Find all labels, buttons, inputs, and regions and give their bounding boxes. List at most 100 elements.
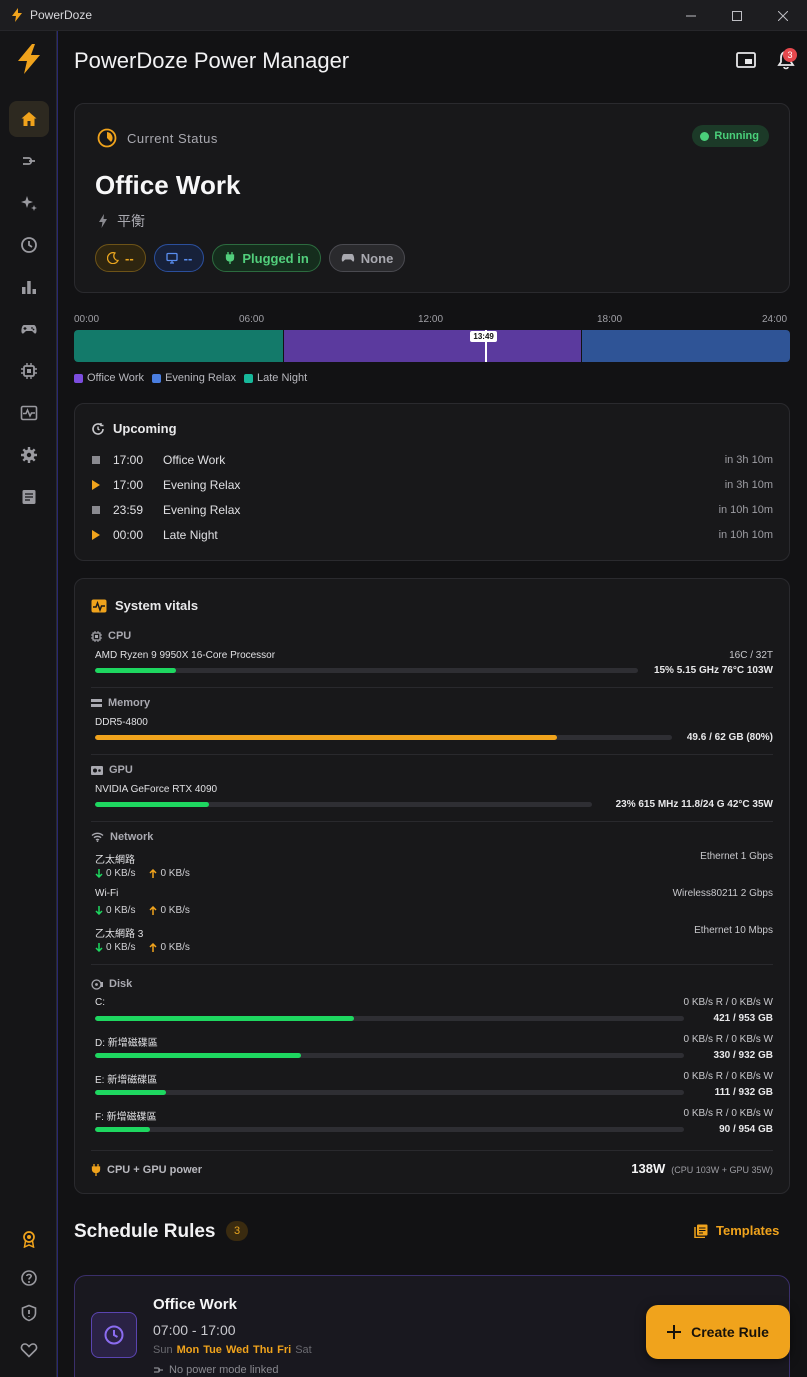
cpu-section-label: CPU [91, 630, 131, 642]
sidebar-item-automation[interactable] [9, 185, 49, 221]
day-thu: Thu [252, 1344, 274, 1356]
sidebar-item-games[interactable] [9, 311, 49, 347]
sidebar-item-statistics[interactable] [9, 269, 49, 305]
sidebar-item-logs[interactable] [9, 479, 49, 515]
sidebar-accent-line [57, 31, 58, 1377]
day-sat: Sat [295, 1344, 312, 1356]
upload-speed: 0 KB/s [149, 868, 190, 879]
disk-stats: 90 / 954 GB [719, 1124, 773, 1135]
templates-button[interactable]: Templates [694, 1223, 779, 1238]
power-plan-line: 平衡 [97, 211, 145, 231]
history-icon [92, 422, 104, 435]
download-value: 0 KB/s [106, 942, 136, 953]
plus-icon [667, 1325, 682, 1339]
disk-usage-fill [95, 1090, 166, 1095]
maximize-button[interactable] [714, 0, 760, 31]
status-chips: -- -- Plugged in None [95, 244, 406, 272]
arrow-down-icon [95, 869, 103, 878]
upcoming-row[interactable]: 17:00 Evening Relax in 3h 10m [91, 475, 773, 495]
download-speed: 0 KB/s [95, 868, 135, 879]
minimize-icon [686, 15, 696, 16]
timeline-now-label: 13:49 [470, 331, 497, 342]
legend-item: Evening Relax [152, 372, 236, 384]
cpu-stats: 15% 5.15 GHz 76°C 103W [653, 665, 773, 676]
sidebar-item-hardware[interactable] [9, 353, 49, 389]
create-rule-button[interactable]: Create Rule [646, 1305, 790, 1359]
upcoming-time: 17:00 [113, 453, 144, 467]
plug-power-icon [91, 1164, 101, 1176]
minimize-button[interactable] [668, 0, 714, 31]
network-speeds: 0 KB/s 0 KB/s [95, 942, 190, 953]
day-mon: Mon [176, 1344, 200, 1356]
bar-chart-icon [22, 281, 36, 294]
rule-time: 07:00 - 17:00 [153, 1322, 236, 1338]
sidebar-item-license[interactable] [9, 1221, 49, 1257]
main-content: PowerDoze Power Manager 3 Current Status… [58, 31, 807, 1377]
timeline-segment-late-night[interactable] [74, 330, 283, 362]
timeline-tick: 12:00 [418, 314, 444, 325]
page-title: PowerDoze Power Manager [74, 48, 350, 73]
wifi-icon [91, 832, 104, 842]
sidebar-item-home[interactable] [9, 101, 49, 137]
unlinked-plug-icon [154, 1367, 163, 1373]
upload-value: 0 KB/s [160, 942, 190, 953]
timeline-segment-evening-relax[interactable] [581, 330, 790, 362]
gpu-usage-bar [95, 802, 592, 807]
upcoming-header: Upcoming [91, 421, 177, 436]
upload-speed: 0 KB/s [149, 942, 190, 953]
home-icon [21, 112, 37, 126]
disk-name: E: 新增磁碟區 [95, 1075, 158, 1086]
vitals-title: System vitals [115, 598, 199, 613]
upcoming-card: Upcoming 17:00 Office Work in 3h 10m 17:… [74, 403, 790, 561]
chip-icon [21, 363, 37, 379]
network-adapter-name: Wi-Fi [95, 888, 119, 899]
cpu-usage-bar [95, 668, 638, 673]
pulse-icon [91, 599, 107, 612]
disk-io: 0 KB/s R / 0 KB/s W [683, 997, 773, 1008]
schedule-rules-title: Schedule Rules [74, 1221, 216, 1242]
timeline-tick: 00:00 [74, 314, 100, 325]
legend-label: Office Work [87, 372, 145, 384]
timeline-segment-office-work[interactable] [282, 330, 582, 362]
disk-icon [91, 978, 103, 990]
sidebar-item-power[interactable] [9, 143, 49, 179]
upcoming-row[interactable]: 23:59 Evening Relax in 10h 10m [91, 500, 773, 520]
sidebar-item-monitor[interactable] [9, 395, 49, 431]
disk-label: Disk [109, 978, 133, 990]
game-chip[interactable]: None [328, 244, 406, 272]
timeline-bar[interactable] [74, 330, 790, 362]
upcoming-eta: in 10h 10m [718, 504, 773, 516]
memory-usage-fill [95, 735, 557, 740]
gamepad-small-icon [341, 254, 355, 262]
timeline-legend: Office Work Evening Relax Late Night [74, 372, 790, 384]
memory-icon [91, 699, 102, 707]
display-chip[interactable]: -- [153, 244, 205, 272]
day-wed: Wed [225, 1344, 249, 1356]
power-source-chip[interactable]: Plugged in [212, 244, 321, 272]
upcoming-row[interactable]: 17:00 Office Work in 3h 10m [91, 450, 773, 470]
plug-icon [226, 252, 235, 264]
sidebar-item-privacy[interactable] [9, 1295, 49, 1331]
network-adapter-type: Ethernet 1 Gbps [700, 851, 773, 862]
picture-in-picture-icon[interactable] [735, 49, 757, 71]
day-timeline: 00:00 06:00 12:00 18:00 24:00 13:49 Offi… [74, 314, 790, 384]
current-status-card: Current Status Running Office Work 平衡 --… [74, 103, 790, 293]
disk-section-label: Disk [91, 978, 132, 990]
disk-usage-bar [95, 1090, 684, 1095]
sleep-chip[interactable]: -- [95, 244, 146, 272]
status-badge-label: Running [714, 130, 759, 142]
sidebar-item-schedule[interactable] [9, 227, 49, 263]
close-button[interactable] [760, 0, 806, 31]
legend-swatch [152, 373, 162, 383]
power-label: CPU + GPU power [107, 1164, 203, 1176]
divider [91, 821, 773, 822]
upcoming-row[interactable]: 00:00 Late Night in 10h 10m [91, 525, 773, 545]
sidebar-item-settings[interactable] [9, 437, 49, 473]
timeline-ticks: 00:00 06:00 12:00 18:00 24:00 [74, 314, 790, 328]
sidebar-item-support[interactable] [9, 1332, 49, 1368]
sidebar-item-help[interactable] [9, 1260, 49, 1296]
download-value: 0 KB/s [106, 905, 136, 916]
disk-io: 0 KB/s R / 0 KB/s W [683, 1071, 773, 1082]
stop-icon [91, 456, 101, 464]
rule-icon [91, 1312, 137, 1358]
